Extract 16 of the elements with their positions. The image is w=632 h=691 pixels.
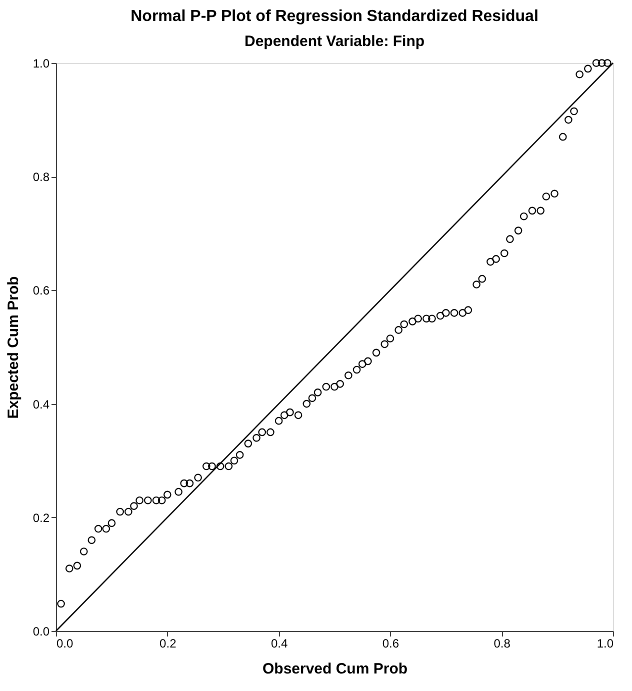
chart-title: Normal P-P Plot of Regression Standardized Residual	[130, 8, 538, 25]
x-tick-label: 1.0	[596, 636, 614, 650]
y-tick-label: 0.8	[32, 170, 50, 184]
x-tick-label: 0.8	[494, 636, 511, 650]
y-tick-label: 0.6	[32, 284, 50, 298]
x-tick-label: 0.2	[160, 636, 177, 650]
y-tick-label: 0.0	[32, 624, 50, 638]
y-tick-label: 0.4	[32, 397, 50, 412]
x-tick-label: 0.0	[56, 636, 74, 650]
y-tick-label: 1.0	[32, 56, 50, 70]
y-axis-title: Expected Cum Prob	[4, 276, 22, 419]
chart-subtitle: Dependent Variable: Finp	[244, 33, 425, 50]
x-tick-label: 0.4	[270, 636, 288, 650]
x-axis-title: Observed Cum Prob	[262, 660, 408, 678]
y-tick-label: 0.2	[32, 510, 50, 525]
x-tick-label: 0.6	[382, 636, 400, 650]
